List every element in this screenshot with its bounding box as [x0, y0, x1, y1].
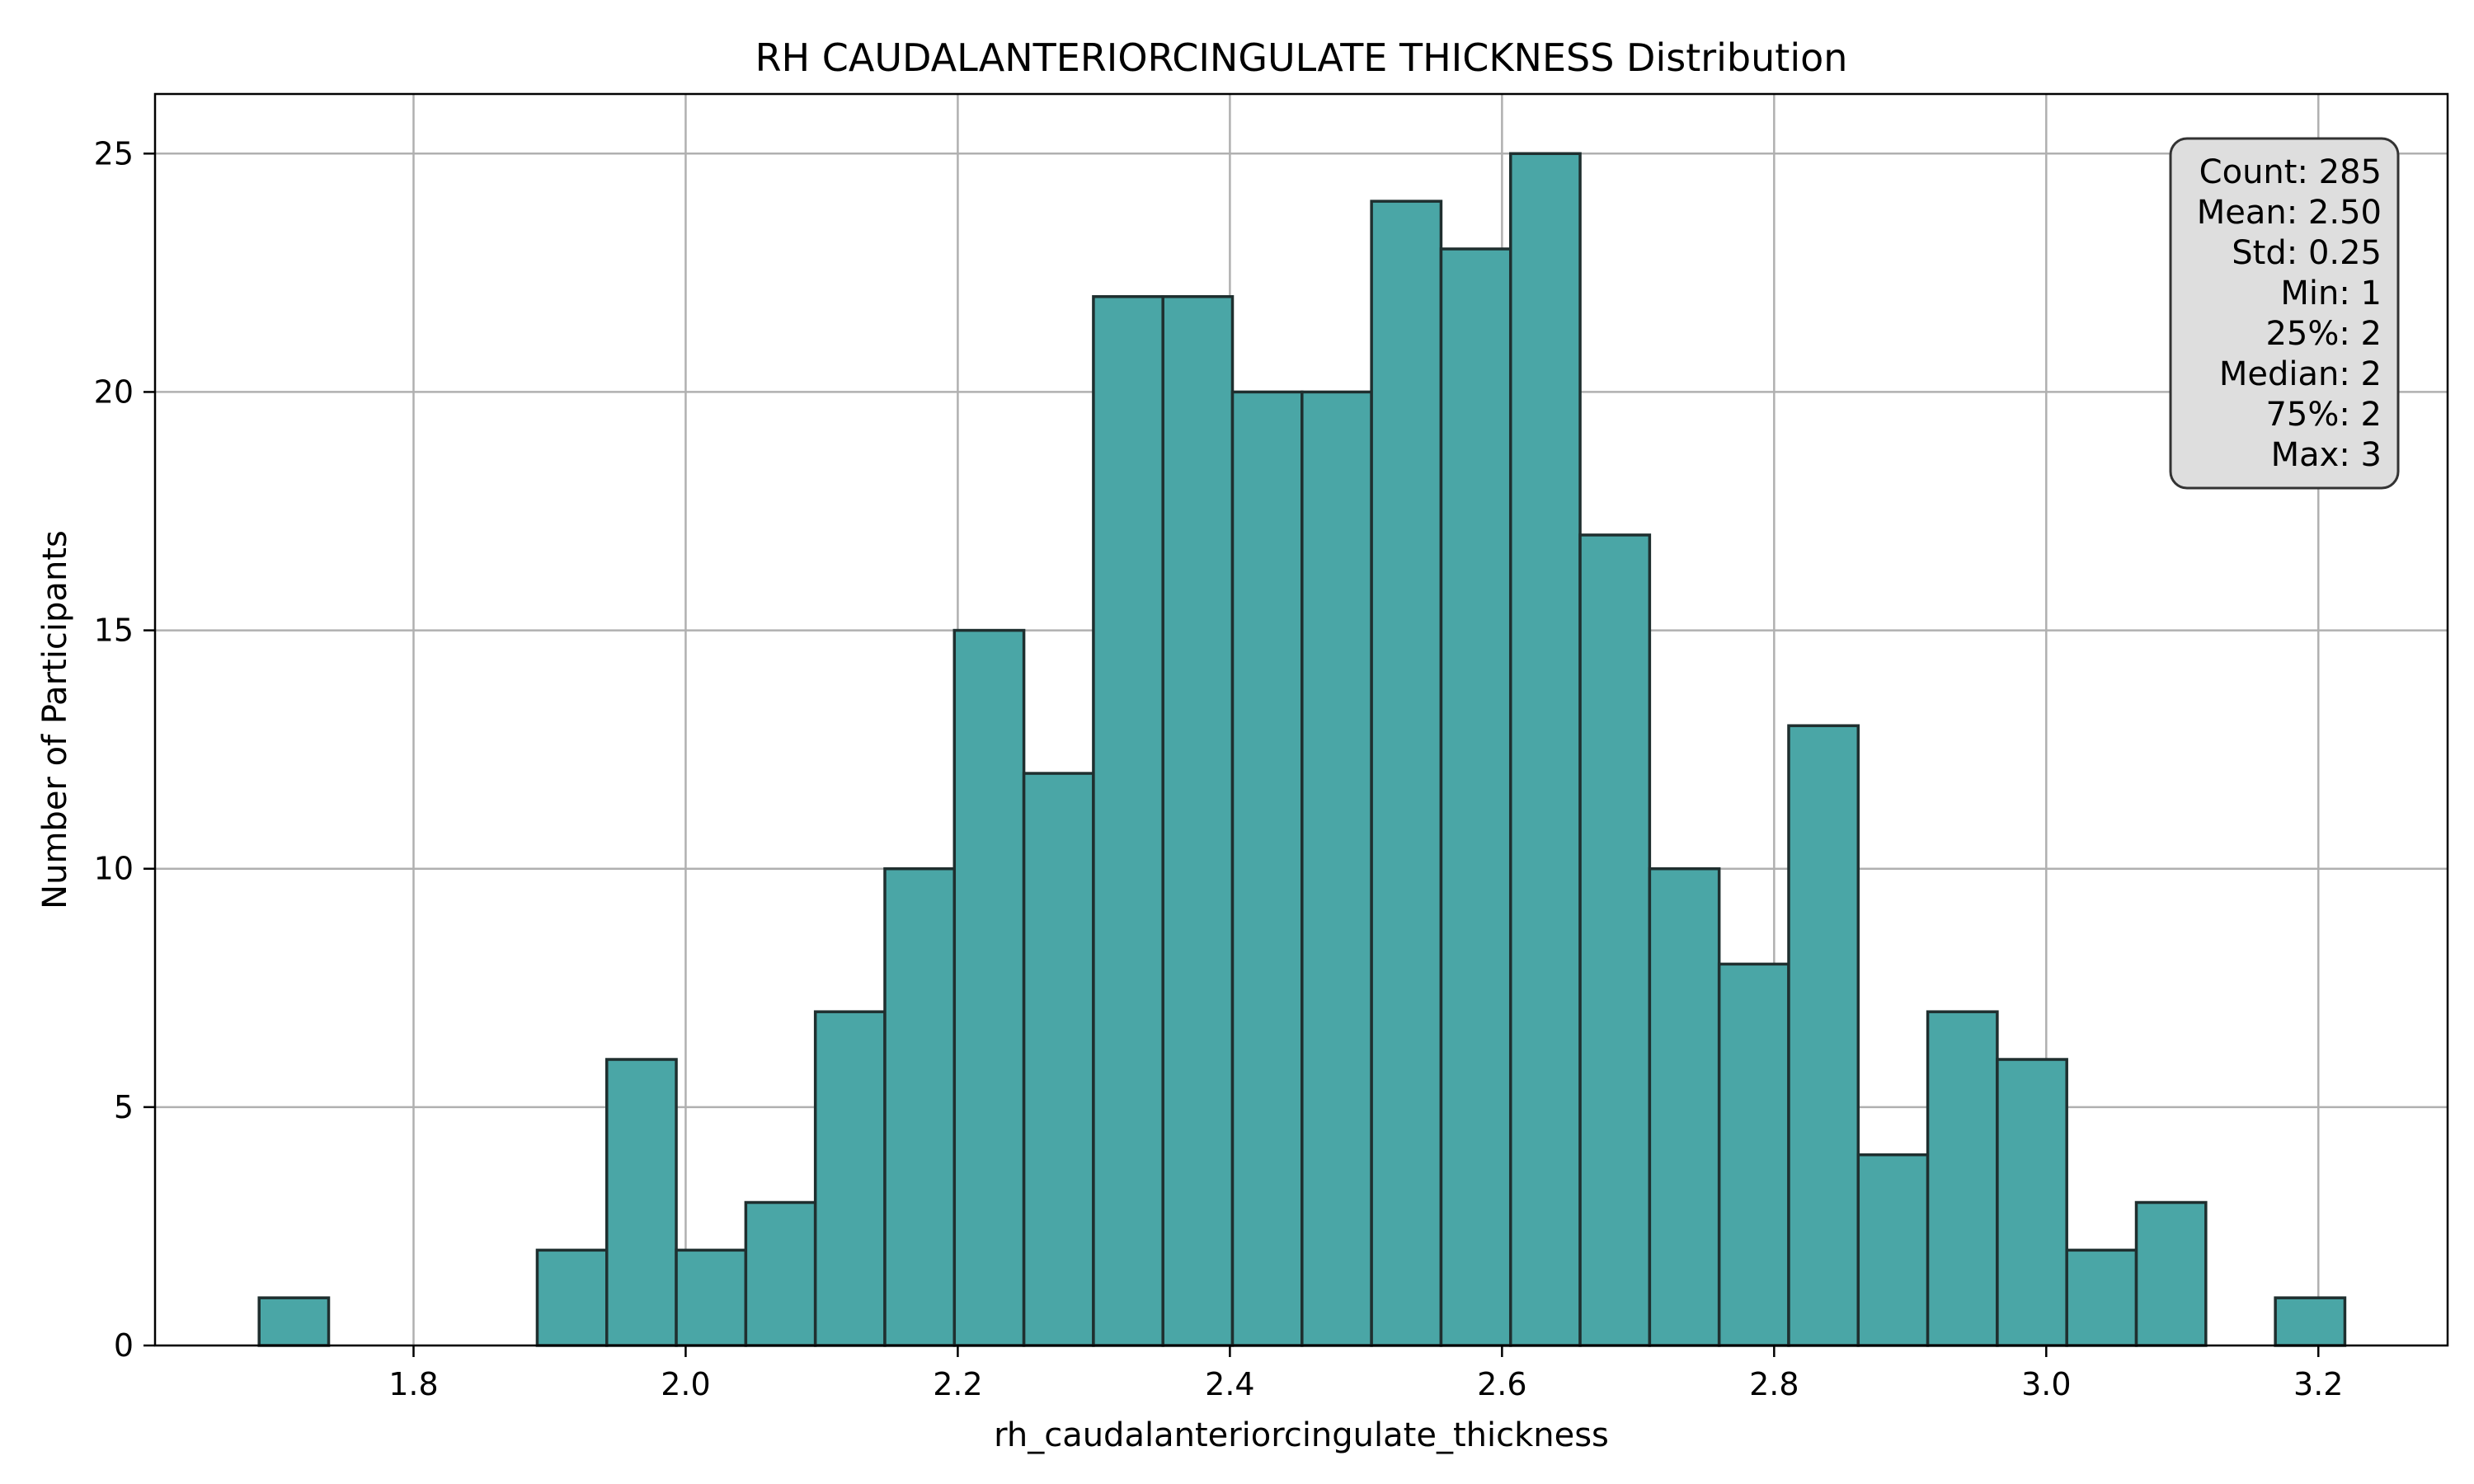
histogram-bars [257, 152, 2347, 1347]
stats-line: Median: 2 [2219, 355, 2382, 393]
histogram-bar [535, 1248, 609, 1347]
stats-line: Count: 285 [2199, 153, 2382, 191]
histogram-bar [1578, 533, 1652, 1347]
y-tick-label: 5 [114, 1089, 134, 1125]
histogram-bar [744, 1200, 817, 1347]
histogram-bar [1092, 295, 1164, 1347]
x-tick-label: 3.2 [2293, 1366, 2343, 1402]
plot-frame [153, 92, 2449, 1347]
histogram-bar [1787, 724, 1860, 1347]
histogram-bar [2274, 1296, 2347, 1347]
histogram-bar [1926, 1010, 1999, 1347]
histogram-bar [257, 1296, 331, 1347]
stats-box-background [2169, 137, 2400, 490]
histogram-bar [2134, 1200, 2208, 1347]
x-tick-label: 2.8 [1749, 1366, 1799, 1402]
histogram-bar [883, 866, 957, 1347]
stats-line: 25%: 2 [2265, 315, 2382, 353]
y-tick-label: 10 [94, 851, 134, 887]
y-tick-label: 15 [94, 613, 134, 649]
y-tick-label: 0 [114, 1327, 134, 1364]
histogram-bar [2065, 1248, 2138, 1347]
histogram-bar [813, 1010, 887, 1347]
x-tick-label: 2.6 [1477, 1366, 1526, 1402]
stats-line: Mean: 2.50 [2197, 194, 2382, 232]
y-tick-label: 20 [94, 373, 134, 410]
y-tick-label: 25 [94, 135, 134, 171]
x-tick-label: 2.0 [661, 1366, 710, 1402]
x-tick-label: 2.4 [1205, 1366, 1254, 1402]
y-axis-ticks: 0 5 10 15 20 25 [94, 135, 155, 1364]
histogram-bar [1648, 866, 1721, 1347]
histogram-bar [1717, 962, 1790, 1347]
x-tick-label: 2.2 [933, 1366, 982, 1402]
stats-line: 75%: 2 [2265, 396, 2382, 434]
histogram-bar [1161, 295, 1235, 1347]
y-axis-label: Number of Participants [36, 530, 74, 909]
histogram-bar [1439, 247, 1512, 1347]
x-axis-ticks: 1.8 2.0 2.2 2.4 2.6 2.8 3.0 3.2 [388, 1345, 2343, 1402]
histogram-bar [1230, 390, 1304, 1347]
histogram-bar [1022, 772, 1095, 1347]
histogram-bar [1996, 1058, 2068, 1347]
stats-line: Min: 1 [2280, 275, 2382, 312]
histogram-bar [1856, 1153, 1930, 1347]
histogram-bar [605, 1058, 678, 1347]
x-axis-label: rh_caudalanteriorcingulate_thickness [994, 1416, 1609, 1454]
histogram-bar [952, 628, 1026, 1347]
histogram-bar [1370, 200, 1443, 1347]
stats-line: Max: 3 [2271, 436, 2382, 474]
histogram-bar [675, 1248, 748, 1347]
histogram-bar [1508, 152, 1582, 1347]
stats-line: Std: 0.25 [2232, 234, 2382, 272]
x-tick-label: 1.8 [388, 1366, 438, 1402]
x-tick-label: 3.0 [2021, 1366, 2071, 1402]
histogram-bar [1300, 390, 1373, 1347]
chart-title: RH CAUDALANTERIORCINGULATE THICKNESS Dis… [755, 35, 1848, 80]
